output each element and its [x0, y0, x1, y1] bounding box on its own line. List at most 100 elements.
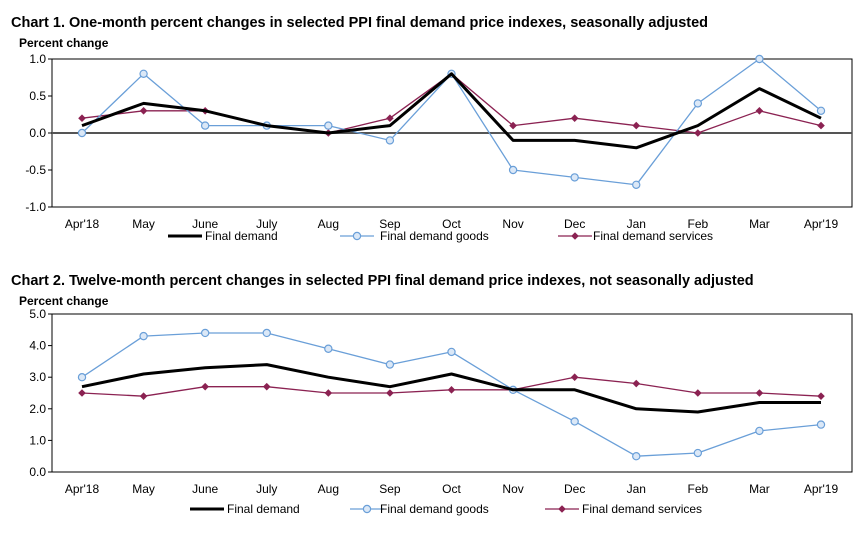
series-line-final-demand: [81, 363, 821, 414]
legend-label-final-demand-services: Final demand services: [593, 229, 713, 243]
data-point-goods: [508, 165, 518, 175]
data-point-goods: [755, 54, 764, 64]
x-tick-label: Feb: [687, 482, 708, 496]
x-tick-label: Oct: [442, 217, 461, 231]
legend-label-final-demand: Final demand: [227, 502, 300, 516]
data-point-goods: [632, 180, 641, 189]
data-point-services: [78, 389, 86, 397]
data-point-goods: [324, 121, 333, 130]
x-tick-label: Apr'19: [804, 217, 839, 231]
y-tick-label: -0.5: [25, 163, 46, 177]
y-tick-label: 0.5: [29, 89, 46, 103]
chart-title: Chart 2. Twelve-month percent changes in…: [11, 273, 754, 289]
data-point-services: [694, 129, 702, 137]
x-tick-label: Jan: [627, 482, 646, 496]
y-tick-label: 0.0: [29, 465, 46, 479]
y-tick-label: 0.0: [29, 126, 46, 140]
series-line-final-demand-services: [81, 73, 822, 134]
data-point-services: [78, 114, 86, 122]
data-point-services: [570, 114, 579, 122]
x-tick-label: May: [132, 217, 155, 231]
data-point-services: [755, 389, 764, 397]
data-point-services: [262, 382, 271, 391]
x-tick-label: June: [192, 482, 218, 496]
data-point-goods: [77, 373, 87, 382]
data-point-goods: [816, 106, 826, 116]
x-tick-label: May: [132, 482, 155, 496]
data-point-goods: [200, 328, 210, 338]
x-tick-label: Jan: [627, 217, 646, 231]
series-line-final-demand: [81, 72, 822, 150]
data-point-services: [386, 114, 394, 122]
x-tick-label: Dec: [564, 217, 585, 231]
x-tick-label: Feb: [687, 217, 708, 231]
legend-marker-final-demand-goods: [352, 231, 362, 241]
plot-frame: [51, 313, 853, 473]
x-tick-label: July: [256, 217, 277, 231]
y-tick-label: -1.0: [25, 200, 46, 214]
x-tick-label: June: [192, 217, 218, 231]
data-point-goods: [447, 347, 456, 357]
data-point-goods: [200, 121, 210, 130]
x-tick-label: Oct: [442, 482, 461, 496]
chart-title: Chart 1. One-month percent changes in se…: [11, 15, 708, 31]
x-tick-label: Aug: [318, 482, 339, 496]
data-point-goods: [139, 331, 148, 341]
data-point-goods: [77, 128, 87, 138]
x-tick-label: Mar: [749, 482, 770, 496]
data-point-services: [201, 382, 209, 391]
data-point-services: [386, 389, 394, 397]
chart-2: Chart 2. Twelve-month percent changes in…: [11, 273, 853, 516]
data-point-services: [632, 121, 641, 130]
data-point-services: [509, 121, 517, 130]
data-point-services: [755, 107, 764, 115]
x-tick-label: Nov: [502, 482, 523, 496]
data-point-goods: [385, 360, 395, 369]
y-axis-label: Percent change: [19, 294, 109, 308]
y-tick-label: 3.0: [29, 370, 46, 384]
x-tick-label: Sep: [379, 217, 401, 231]
data-point-goods: [632, 452, 641, 461]
x-tick-label: Dec: [564, 482, 585, 496]
data-point-services: [447, 386, 456, 394]
data-point-goods: [570, 173, 579, 182]
data-point-goods: [693, 99, 703, 108]
legend-marker-final-demand-services: [571, 232, 579, 240]
data-point-services: [139, 392, 148, 400]
data-point-services: [139, 107, 148, 115]
legend-label-final-demand: Final demand: [205, 229, 278, 243]
x-tick-label: Sep: [379, 482, 401, 496]
x-tick-label: Aug: [318, 217, 339, 231]
data-point-services: [324, 389, 333, 397]
y-axis-label: Percent change: [19, 36, 109, 50]
legend-marker-final-demand-goods: [362, 504, 372, 514]
data-point-services: [570, 373, 579, 381]
data-point-goods: [262, 328, 271, 338]
data-point-services: [694, 389, 702, 397]
data-point-goods: [385, 136, 395, 145]
y-tick-label: 1.0: [29, 433, 46, 447]
x-tick-label: Apr'18: [65, 482, 100, 496]
legend-marker-final-demand-services: [558, 505, 566, 513]
y-tick-label: 5.0: [29, 307, 46, 321]
legend-label-final-demand-services: Final demand services: [582, 502, 702, 516]
x-tick-label: Nov: [502, 217, 523, 231]
y-tick-label: 2.0: [29, 402, 46, 416]
chart-1: Chart 1. One-month percent changes in se…: [11, 15, 853, 243]
x-tick-label: Apr'18: [65, 217, 100, 231]
x-tick-label: Apr'19: [804, 482, 839, 496]
data-point-goods: [755, 426, 764, 436]
legend-label-final-demand-goods: Final demand goods: [380, 229, 489, 243]
data-point-goods: [139, 69, 148, 79]
x-tick-label: Mar: [749, 217, 770, 231]
legend-label-final-demand-goods: Final demand goods: [380, 502, 489, 516]
data-point-goods: [324, 344, 333, 353]
data-point-services: [632, 379, 641, 388]
y-tick-label: 4.0: [29, 339, 46, 353]
data-point-goods: [816, 420, 826, 429]
y-tick-label: 1.0: [29, 52, 46, 66]
data-point-goods: [693, 448, 703, 458]
data-point-services: [817, 392, 825, 400]
